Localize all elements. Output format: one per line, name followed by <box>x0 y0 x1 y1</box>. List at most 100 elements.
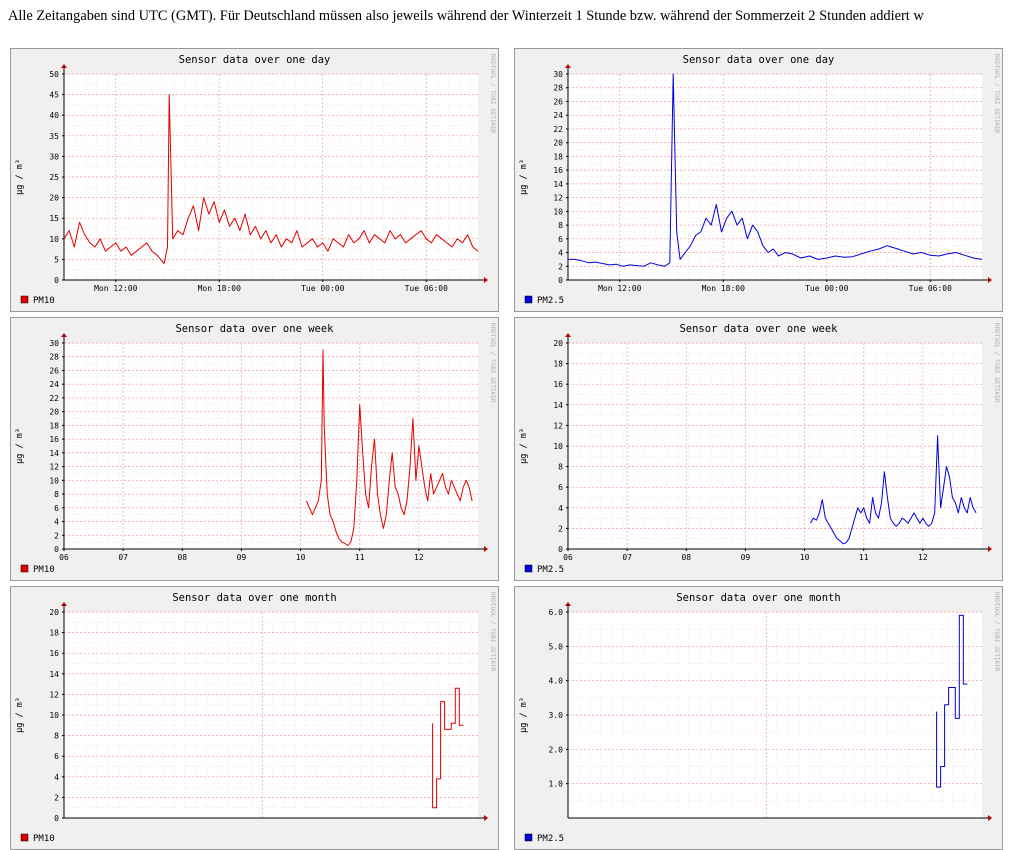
y-tick-label: 10 <box>49 476 59 485</box>
legend-label: PM2.5 <box>537 565 564 575</box>
major-grid <box>568 73 982 281</box>
y-tick-label: 18 <box>49 629 59 638</box>
y-tick-label: 16 <box>553 380 563 389</box>
x-tick-label: 09 <box>237 553 247 562</box>
series-line-pm25 <box>568 73 983 267</box>
y-tick-label: 8 <box>54 732 59 741</box>
y-tick-label: 26 <box>49 366 59 375</box>
y-tick-label: 4 <box>558 504 563 513</box>
y-axis-arrow <box>565 64 571 68</box>
x-axis-arrow <box>988 277 992 283</box>
chart-title: Sensor data over one day <box>683 54 835 66</box>
x-tick-label: 10 <box>296 553 306 562</box>
legend-swatch <box>20 295 29 304</box>
y-tick-label: 16 <box>49 435 59 444</box>
x-axis-arrow <box>484 546 488 552</box>
y-tick-label: 35 <box>49 132 59 141</box>
y-tick-label: 10 <box>49 711 59 720</box>
series-line-pm25 <box>936 614 968 788</box>
x-axis-arrow <box>988 546 992 552</box>
y-tick-label: 16 <box>49 649 59 658</box>
chart-title: Sensor data over one day <box>179 54 331 66</box>
y-tick-label: 4 <box>54 518 59 527</box>
y-tick-label: 5.0 <box>549 642 564 651</box>
y-tick-label: 24 <box>49 380 59 389</box>
y-tick-label: 0 <box>54 814 59 823</box>
x-tick-label: Mon 12:00 <box>598 284 642 293</box>
y-tick-label: 3.0 <box>549 711 564 720</box>
y-tick-label: 0 <box>54 276 59 285</box>
y-axis-arrow <box>61 64 67 68</box>
legend-label: PM10 <box>33 565 55 575</box>
y-tick-label: 28 <box>49 353 59 362</box>
x-tick-label: 07 <box>622 553 632 562</box>
y-tick-label: 30 <box>49 152 59 161</box>
x-tick-label: 08 <box>177 553 187 562</box>
legend-swatch <box>524 564 533 573</box>
chart-title: Sensor data over one week <box>679 323 838 335</box>
y-tick-label: 26 <box>553 97 563 106</box>
watermark: RRDTOOL / TOBI OETIKER <box>993 323 1000 403</box>
y-tick-label: 22 <box>553 125 563 134</box>
x-tick-label: Tue 06:00 <box>909 284 953 293</box>
y-tick-label: 20 <box>49 408 59 417</box>
x-tick-label: 12 <box>414 553 424 562</box>
y-tick-label: 12 <box>49 463 59 472</box>
legend-swatch <box>524 833 533 842</box>
y-tick-label: 2.0 <box>549 745 564 754</box>
watermark: RRDTOOL / TOBI OETIKER <box>993 592 1000 672</box>
y-axis-label: µg / m³ <box>15 697 25 733</box>
y-axis-arrow <box>565 333 571 337</box>
y-tick-label: 14 <box>49 449 59 458</box>
legend-swatch <box>20 564 29 573</box>
y-tick-label: 14 <box>553 401 563 410</box>
x-tick-label: 10 <box>800 553 810 562</box>
chart-title: Sensor data over one month <box>172 592 336 604</box>
y-tick-label: 4.0 <box>549 677 564 686</box>
y-axis-label: µg / m³ <box>15 428 25 464</box>
y-tick-label: 2 <box>558 524 563 533</box>
chart-panel-week-pm25: 0 2 4 6 8 10 12 14 16 18 20 06 07 08 09 10 11 12 Sensor da… <box>514 317 1003 581</box>
y-tick-label: 6 <box>54 752 59 761</box>
y-tick-label: 30 <box>49 339 59 348</box>
x-tick-label: Tue 00:00 <box>301 284 345 293</box>
y-axis-label: µg / m³ <box>519 159 529 195</box>
x-tick-label: Mon 12:00 <box>94 284 138 293</box>
legend-label: PM2.5 <box>537 834 564 844</box>
x-tick-label: 06 <box>59 553 69 562</box>
y-tick-label: 10 <box>553 442 563 451</box>
x-tick-label: 09 <box>741 553 751 562</box>
x-tick-label: Mon 18:00 <box>198 284 242 293</box>
legend-swatch <box>524 295 533 304</box>
x-tick-label: Tue 00:00 <box>805 284 849 293</box>
series-line-pm10 <box>306 349 473 547</box>
y-tick-label: 12 <box>553 421 563 430</box>
x-tick-label: Tue 06:00 <box>405 284 449 293</box>
chart-month-pm25: 1.0 2.0 3.0 4.0 5.0 6.0 Sensor data over one m… <box>514 586 1003 850</box>
y-tick-label: 1.0 <box>549 780 564 789</box>
chart-panel-day-pm10: 0 5 10 15 20 25 30 35 40 45 50 Mon 12:00 Mon 18:00 Tu… <box>10 48 499 312</box>
y-tick-label: 14 <box>553 180 563 189</box>
x-tick-label: 11 <box>355 553 365 562</box>
y-tick-label: 30 <box>553 70 563 79</box>
y-tick-label: 6 <box>558 483 563 492</box>
chart-title: Sensor data over one month <box>676 592 840 604</box>
chart-panel-week-pm10: 0 2 4 6 8 10 12 14 16 18 20 22 24 26 28 30 06 07 08 09 10 11 1… <box>10 317 499 581</box>
x-tick-label: 07 <box>118 553 128 562</box>
y-tick-label: 12 <box>553 194 563 203</box>
y-tick-label: 6.0 <box>549 608 564 617</box>
y-tick-label: 2 <box>54 531 59 540</box>
x-tick-label: 06 <box>563 553 573 562</box>
y-tick-label: 6 <box>558 235 563 244</box>
legend-label: PM10 <box>33 834 55 844</box>
chart-panel-month-pm25: 1.0 2.0 3.0 4.0 5.0 6.0 Sensor data over one m… <box>514 586 1003 850</box>
y-tick-label: 10 <box>49 235 59 244</box>
x-tick-label: 08 <box>681 553 691 562</box>
chart-week-pm25: 0 2 4 6 8 10 12 14 16 18 20 06 07 08 09 10 11 12 Sensor da… <box>514 317 1003 581</box>
y-tick-label: 20 <box>49 608 59 617</box>
y-tick-label: 2 <box>558 262 563 271</box>
chart-title: Sensor data over one week <box>175 323 334 335</box>
x-tick-label: Mon 18:00 <box>702 284 746 293</box>
y-tick-label: 15 <box>49 214 59 223</box>
